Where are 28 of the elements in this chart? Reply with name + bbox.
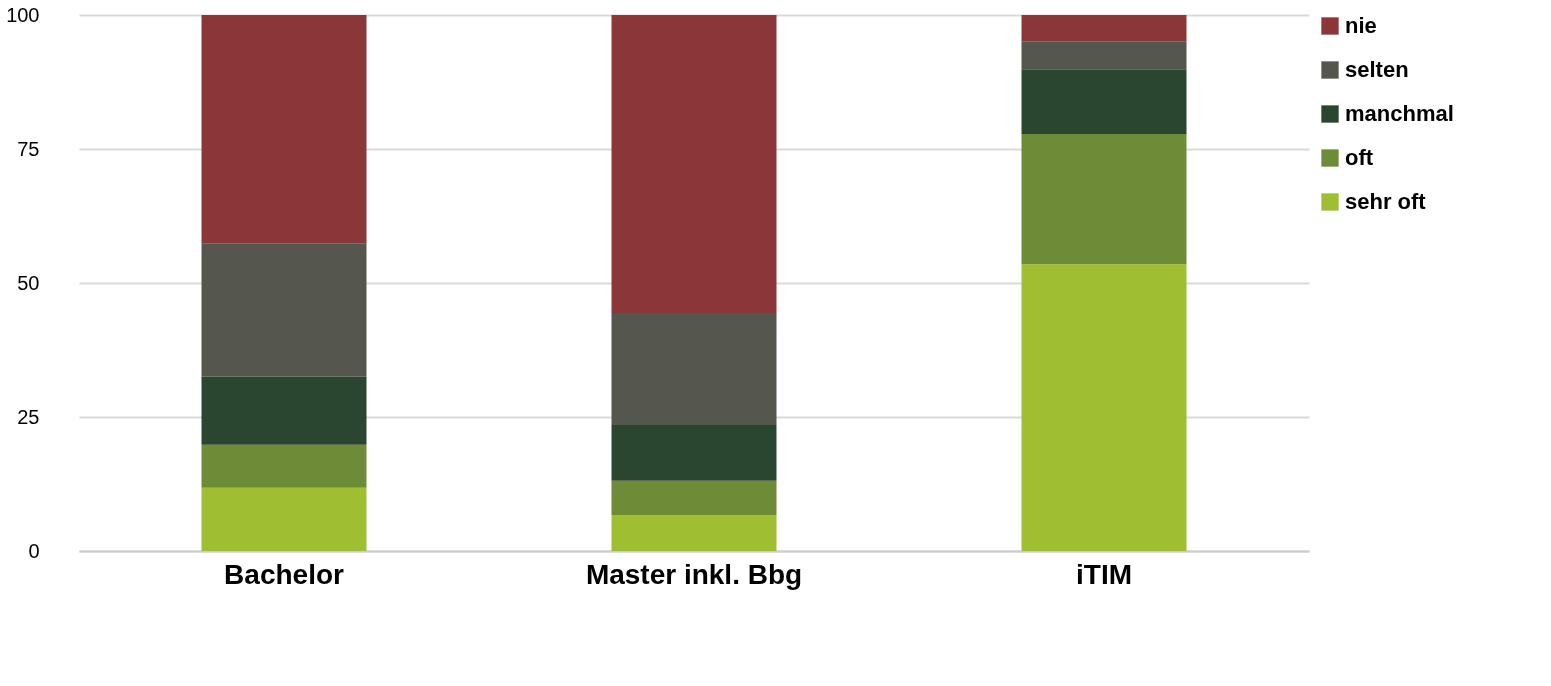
legend-label: manchmal xyxy=(1345,101,1454,126)
bar xyxy=(201,376,367,445)
legend-label: nie xyxy=(1345,13,1377,38)
bar xyxy=(201,444,367,488)
y-tick-label: 0 xyxy=(28,539,40,562)
bar xyxy=(1021,133,1187,265)
bar xyxy=(611,313,777,426)
y-tick-label: 75 xyxy=(17,137,40,160)
x-tick-label: iTIM xyxy=(1076,558,1132,590)
bar xyxy=(1021,69,1187,134)
bar xyxy=(611,480,777,516)
legend-label: oft xyxy=(1345,145,1374,170)
bar xyxy=(1021,41,1187,70)
x-tick-label: Master inkl. Bbg xyxy=(585,558,803,590)
y-tick-label: 25 xyxy=(17,405,40,428)
bar xyxy=(201,15,367,244)
bar xyxy=(611,15,777,314)
bar xyxy=(611,515,777,551)
legend-label: selten xyxy=(1345,57,1409,82)
bar xyxy=(1021,264,1187,551)
y-tick-label: 50 xyxy=(17,271,40,294)
y-tick-label: 100 xyxy=(6,3,40,26)
bar xyxy=(1021,15,1187,42)
legend-label: sehr oft xyxy=(1345,189,1427,214)
bar xyxy=(201,243,367,377)
bar xyxy=(201,487,367,551)
bar xyxy=(611,425,777,481)
x-tick-label: Bachelor xyxy=(224,558,345,590)
